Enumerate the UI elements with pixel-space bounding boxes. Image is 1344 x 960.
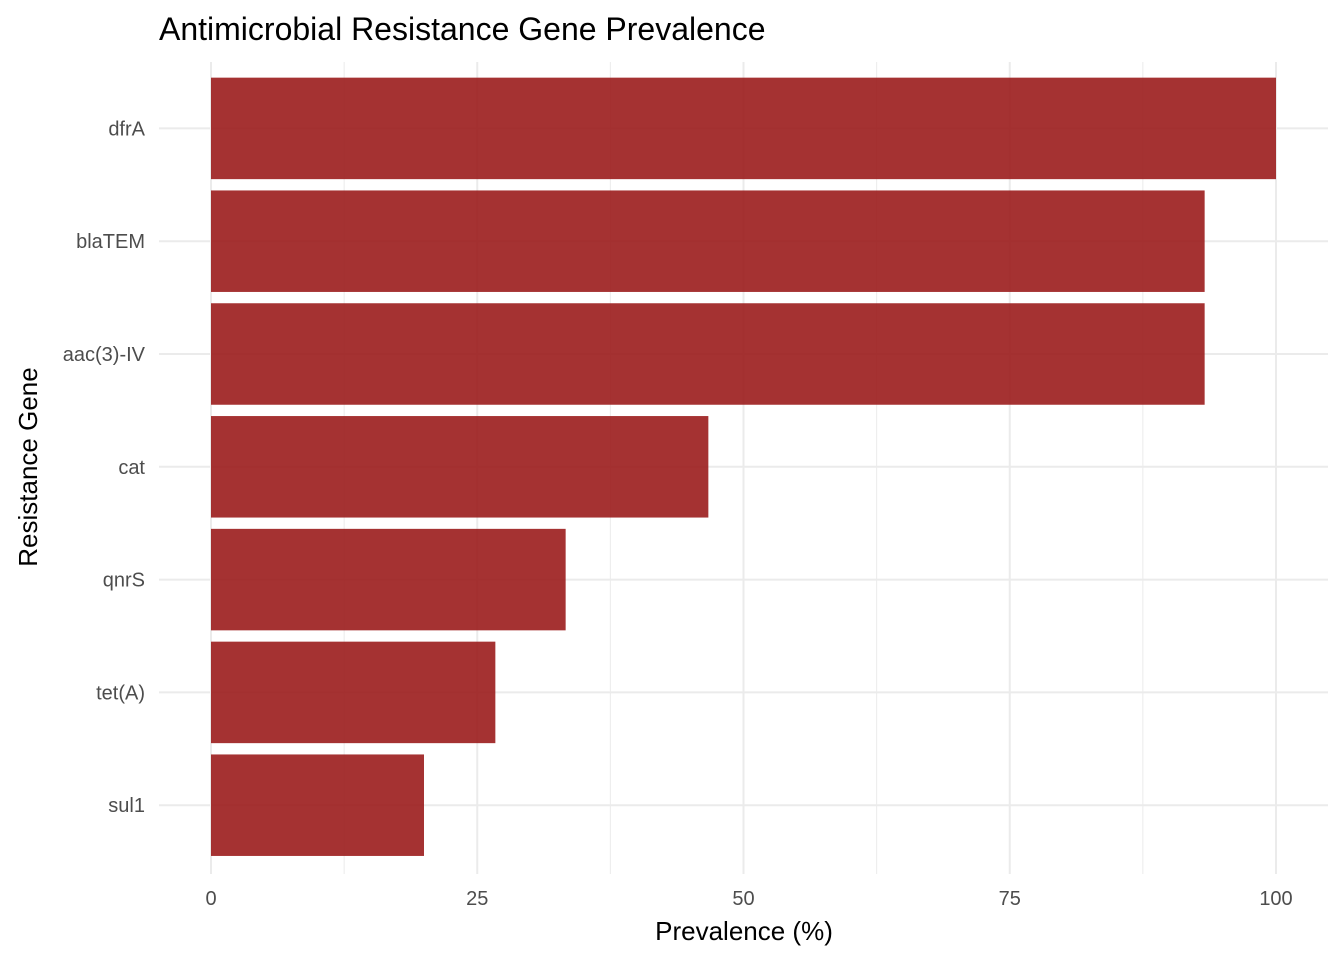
y-axis-title: Resistance Gene — [13, 367, 43, 566]
y-tick-label: qnrS — [103, 570, 145, 592]
bar-dfrA — [211, 77, 1276, 180]
x-tick-label: 0 — [205, 888, 216, 910]
y-tick-label: blaTEM — [76, 231, 145, 253]
bar-tet(A) — [211, 641, 496, 744]
x-tick-label: 25 — [466, 888, 488, 910]
x-tick-labels: 0 25 50 75 100 — [205, 888, 1292, 910]
x-tick-label: 75 — [999, 888, 1021, 910]
x-axis-title: Prevalence (%) — [655, 916, 833, 946]
x-tick-label: 50 — [732, 888, 754, 910]
y-tick-label: tet(A) — [96, 682, 145, 704]
y-tick-label: sul1 — [108, 795, 145, 817]
y-tick-label: dfrA — [108, 118, 145, 140]
y-tick-label: aac(3)-IV — [63, 344, 146, 366]
bar-qnrS — [211, 528, 566, 631]
bar-blaTEM — [211, 190, 1205, 292]
bar-aac(3)-IV — [211, 303, 1205, 405]
x-tick-label: 100 — [1259, 888, 1292, 910]
bar-sul1 — [211, 754, 424, 856]
y-tick-label: cat — [118, 457, 145, 479]
y-tick-labels: dfrA blaTEM aac(3)-IV cat qnrS tet(A) sul1 — [63, 118, 146, 817]
bar-cat — [211, 416, 709, 518]
bars — [211, 77, 1276, 856]
chart-title: Antimicrobial Resistance Gene Prevalence — [159, 11, 766, 47]
